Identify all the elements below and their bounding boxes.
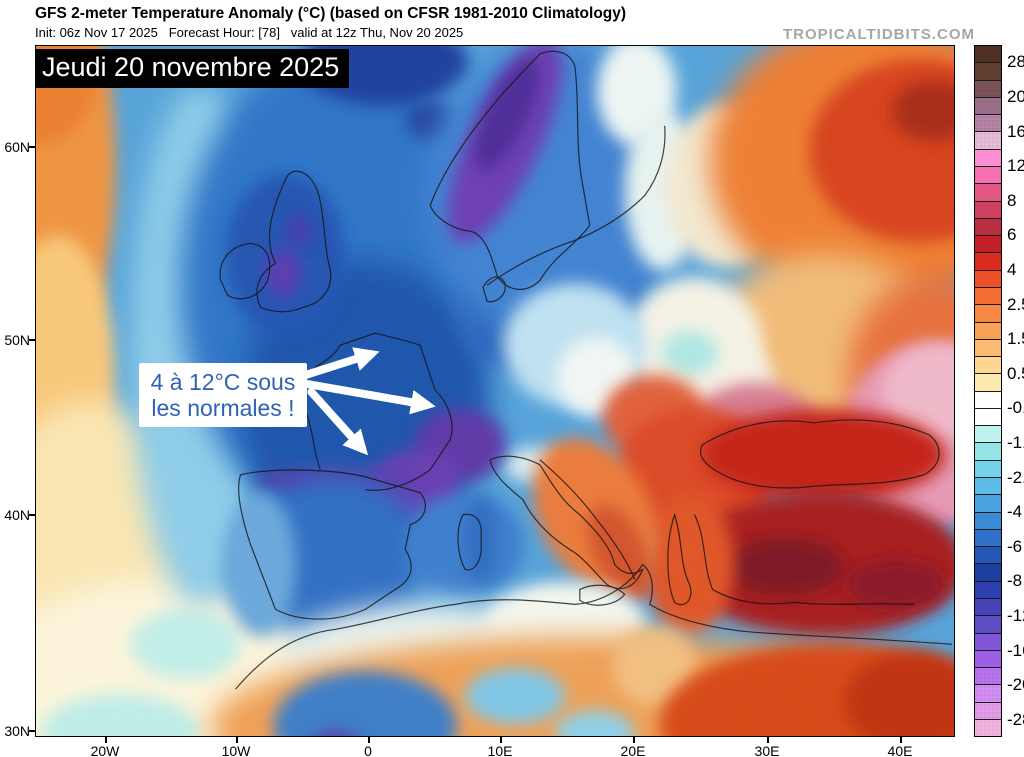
colorbar-cell	[975, 200, 1001, 218]
colorbar-cell	[975, 373, 1001, 391]
latitude-tick	[29, 730, 35, 732]
colorbar-tick-label: -20	[1007, 675, 1024, 695]
colorbar-tick-label: -16	[1007, 640, 1024, 660]
date-label: Jeudi 20 novembre 2025	[36, 49, 350, 88]
colorbar-cell	[975, 684, 1001, 702]
colorbar-cell	[975, 494, 1001, 512]
colorbar-cell	[975, 269, 1001, 287]
colorbar-cell	[975, 131, 1001, 149]
colorbar-tick-label: 0.5	[1007, 363, 1024, 383]
colorbar-cell	[975, 62, 1001, 80]
latitude-tick	[29, 146, 35, 148]
colorbar-cell	[975, 46, 1001, 63]
colorbar-cell	[975, 148, 1001, 166]
arrow-east	[303, 380, 436, 415]
colorbar-tick-label: -0.5	[1007, 398, 1024, 418]
colorbar-cell	[975, 79, 1001, 97]
colorbar-tick-label: 12	[1007, 156, 1024, 176]
callout-line2: les normales !	[151, 395, 295, 421]
colorbar-tick-label: -4	[1007, 502, 1023, 522]
colorbar-tick-label: -6	[1007, 536, 1023, 556]
colorbar-cell	[975, 528, 1001, 547]
longitude-label: 20W	[90, 743, 120, 757]
colorbar-cell	[975, 114, 1001, 132]
arrow-northeast	[301, 347, 380, 380]
colorbar-tick-label: 8	[1007, 190, 1017, 210]
colorbar-cell	[975, 598, 1001, 616]
longitude-tick	[105, 737, 107, 743]
colorbar-tick-label: 28	[1007, 52, 1024, 72]
longitude-tick	[236, 737, 238, 743]
model-run-info: Init: 06z Nov 17 2025 Forecast Hour: [78…	[35, 25, 464, 40]
longitude-label: 20E	[620, 743, 646, 757]
colorbar-cell	[975, 321, 1001, 339]
anomaly-callout: 4 à 12°C sous les normales !	[139, 363, 307, 427]
colorbar-cell	[975, 183, 1001, 201]
colorbar-tick-label: -8	[1007, 571, 1023, 591]
temperature-colorbar	[974, 45, 1002, 737]
colorbar-cell	[975, 286, 1001, 305]
colorbar-cell	[975, 649, 1001, 668]
colorbar-cell	[975, 615, 1001, 633]
latitude-label: 30N	[4, 723, 30, 739]
colorbar-cell	[975, 338, 1001, 357]
colorbar-tick-label: 4	[1007, 259, 1017, 279]
colorbar-cell	[975, 667, 1001, 685]
colorbar-cell	[975, 252, 1001, 270]
longitude-tick	[900, 737, 902, 743]
colorbar-cell	[975, 425, 1001, 443]
longitude-label: 10W	[221, 743, 251, 757]
site-watermark: TROPICALTIDBITS.COM	[782, 26, 975, 43]
colorbar-tick-label: 6	[1007, 225, 1017, 245]
longitude-tick	[500, 737, 502, 743]
colorbar-cell	[975, 511, 1001, 529]
colorbar-tick-label: 2.5	[1007, 294, 1024, 314]
colorbar-cell	[975, 701, 1001, 719]
colorbar-cell	[975, 165, 1001, 184]
latitude-label: 60N	[4, 139, 30, 155]
colorbar-tick-label: 1.5	[1007, 329, 1024, 349]
colorbar-tick-label: -12	[1007, 605, 1024, 625]
colorbar-cell	[975, 235, 1001, 253]
latitude-label: 50N	[4, 332, 30, 348]
colorbar-cell	[975, 356, 1001, 374]
annotation-arrows	[301, 347, 436, 456]
colorbar-cell	[975, 632, 1001, 650]
colorbar-tick-label: -1.5	[1007, 432, 1024, 452]
colorbar-cell	[975, 442, 1001, 460]
colorbar-cell	[975, 407, 1001, 426]
longitude-tick	[767, 737, 769, 743]
longitude-label: 10E	[487, 743, 513, 757]
latitude-label: 40N	[4, 507, 30, 523]
longitude-label: 30E	[754, 743, 780, 757]
longitude-label: 0	[364, 743, 372, 757]
colorbar-tick-label: -2.5	[1007, 467, 1024, 487]
longitude-label: 40E	[887, 743, 913, 757]
colorbar-cell	[975, 718, 1001, 737]
latitude-tick	[29, 514, 35, 516]
colorbar-cell	[975, 217, 1001, 236]
longitude-tick	[633, 737, 635, 743]
anomaly-map: Jeudi 20 novembre 2025 4 à 12°C sous les…	[35, 45, 955, 737]
arrow-southeast	[307, 388, 369, 456]
colorbar-cell	[975, 459, 1001, 478]
colorbar-tick-label: 20	[1007, 86, 1024, 106]
longitude-tick	[368, 737, 370, 743]
colorbar-cell	[975, 563, 1001, 581]
colorbar-cell	[975, 390, 1001, 408]
colorbar-tick-label: 16	[1007, 121, 1024, 141]
colorbar-cell	[975, 477, 1001, 495]
colorbar-cell	[975, 96, 1001, 115]
callout-line1: 4 à 12°C sous	[150, 369, 296, 395]
colorbar-tick-label: -28	[1007, 709, 1024, 729]
colorbar-cell	[975, 304, 1001, 322]
latitude-tick	[29, 339, 35, 341]
page-title: GFS 2-meter Temperature Anomaly (°C) (ba…	[35, 5, 627, 22]
colorbar-cell	[975, 580, 1001, 598]
colorbar-cell	[975, 546, 1001, 564]
colorbar-tick-labels: 28 20 16 12 8 6 4 2.5 1.5 0.5 -0.5 -1.5 -2.5 -4 -6 -8 -1…	[1007, 45, 1024, 737]
